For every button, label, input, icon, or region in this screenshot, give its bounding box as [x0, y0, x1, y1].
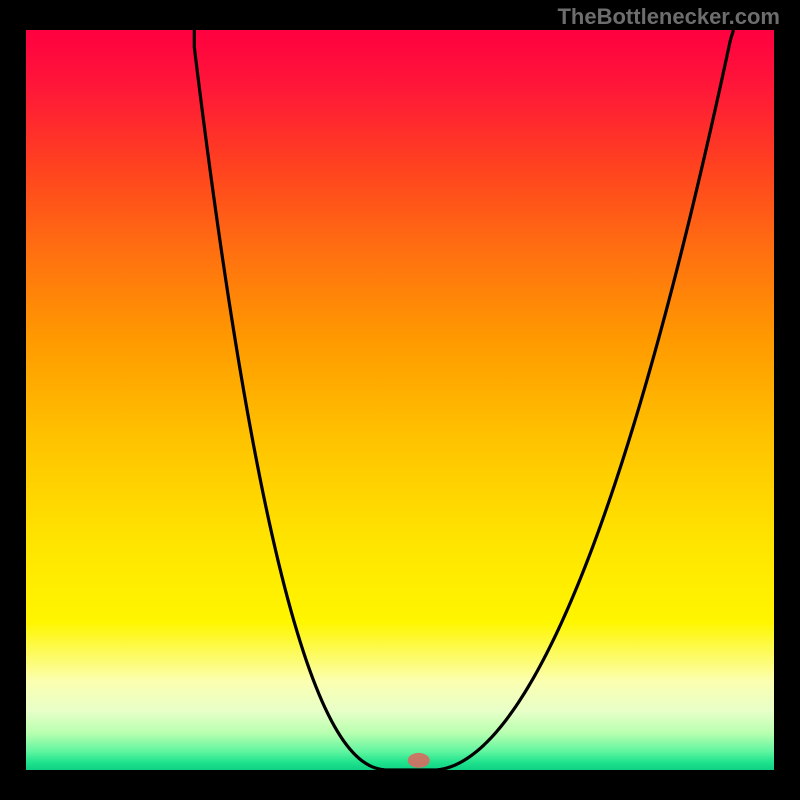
gradient-background: [26, 30, 774, 770]
watermark-text: TheBottlenecker.com: [557, 4, 780, 30]
optimum-marker: [408, 753, 430, 768]
bottleneck-chart: [26, 30, 774, 770]
